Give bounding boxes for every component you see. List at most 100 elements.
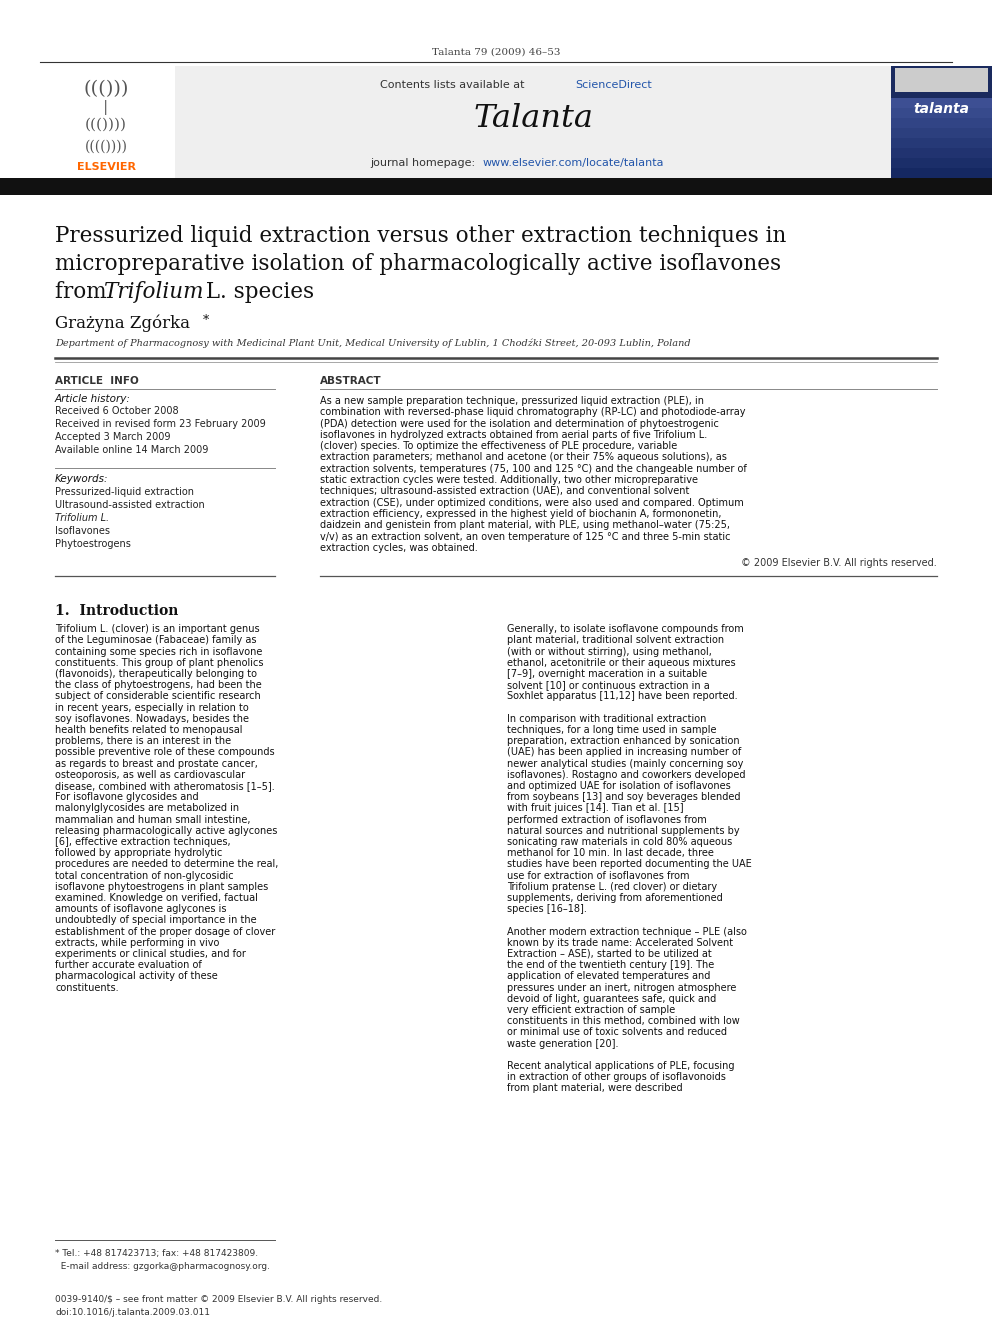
Text: Trifolium L. (clover) is an important genus: Trifolium L. (clover) is an important ge… [55,624,260,634]
Text: possible preventive role of these compounds: possible preventive role of these compou… [55,747,275,757]
Text: (clover) species. To optimize the effectiveness of PLE procedure, variable: (clover) species. To optimize the effect… [320,441,678,451]
Text: ELSEVIER: ELSEVIER [76,161,136,172]
Text: E-mail address: gzgorka@pharmacognosy.org.: E-mail address: gzgorka@pharmacognosy.or… [55,1262,270,1271]
Text: Keywords:: Keywords: [55,474,108,484]
Bar [0,179,992,194]
Text: studies have been reported documenting the UAE: studies have been reported documenting t… [507,860,752,869]
Text: or minimal use of toxic solvents and reduced: or minimal use of toxic solvents and red… [507,1028,727,1037]
Text: static extraction cycles were tested. Additionally, two other micropreparative: static extraction cycles were tested. Ad… [320,475,698,486]
Text: application of elevated temperatures and: application of elevated temperatures and [507,971,710,982]
Text: constituents.: constituents. [55,983,119,992]
Text: extraction solvents, temperatures (75, 100 and 125 °C) and the changeable number: extraction solvents, temperatures (75, 1… [320,464,747,474]
Text: Article history:: Article history: [55,394,131,404]
Text: 1.  Introduction: 1. Introduction [55,605,179,618]
Bar [40,66,173,179]
Text: pressures under an inert, nitrogen atmosphere: pressures under an inert, nitrogen atmos… [507,983,736,992]
Text: (with or without stirring), using methanol,: (with or without stirring), using methan… [507,647,712,656]
Text: pharmacological activity of these: pharmacological activity of these [55,971,218,982]
Bar [891,157,992,168]
Text: extraction efficiency, expressed in the highest yield of biochanin A, formononet: extraction efficiency, expressed in the … [320,509,721,519]
Text: Contents lists available at: Contents lists available at [380,79,528,90]
Text: experiments or clinical studies, and for: experiments or clinical studies, and for [55,949,246,959]
Text: Soxhlet apparatus [11,12] have been reported.: Soxhlet apparatus [11,12] have been repo… [507,692,738,701]
Text: v/v) as an extraction solvent, an oven temperature of 125 °C and three 5-min sta: v/v) as an extraction solvent, an oven t… [320,532,730,541]
Text: extraction (CSE), under optimized conditions, were also used and compared. Optim: extraction (CSE), under optimized condit… [320,497,744,508]
Text: newer analytical studies (mainly concerning soy: newer analytical studies (mainly concern… [507,758,743,769]
Text: Trifolium L.: Trifolium L. [55,513,109,523]
Text: combination with reversed-phase liquid chromatography (RP-LC) and photodiode-arr: combination with reversed-phase liquid c… [320,407,746,417]
Text: disease, combined with atheromatosis [1–5].: disease, combined with atheromatosis [1–… [55,781,275,791]
Text: total concentration of non-glycosidic: total concentration of non-glycosidic [55,871,234,881]
Text: isoflavone phytoestrogens in plant samples: isoflavone phytoestrogens in plant sampl… [55,882,268,892]
Text: (UAE) has been applied in increasing number of: (UAE) has been applied in increasing num… [507,747,741,757]
Text: Available online 14 March 2009: Available online 14 March 2009 [55,445,208,455]
Text: extracts, while performing in vivo: extracts, while performing in vivo [55,938,219,947]
Text: subject of considerable scientific research: subject of considerable scientific resea… [55,692,261,701]
Text: supplements, deriving from aforementioned: supplements, deriving from aforementione… [507,893,723,904]
Text: Generally, to isolate isoflavone compounds from: Generally, to isolate isoflavone compoun… [507,624,744,634]
Text: and optimized UAE for isolation of isoflavones: and optimized UAE for isolation of isofl… [507,781,731,791]
Text: from plant material, were described: from plant material, were described [507,1084,682,1093]
Text: species [16–18].: species [16–18]. [507,904,587,914]
Text: Another modern extraction technique – PLE (also: Another modern extraction technique – PL… [507,926,747,937]
Text: In comparison with traditional extraction: In comparison with traditional extractio… [507,714,706,724]
Text: in recent years, especially in relation to: in recent years, especially in relation … [55,703,249,713]
Bar [891,138,992,148]
Bar [891,108,992,118]
Text: extraction parameters; methanol and acetone (or their 75% aqueous solutions), as: extraction parameters; methanol and acet… [320,452,727,463]
Text: Received 6 October 2008: Received 6 October 2008 [55,406,179,415]
Text: problems, there is an interest in the: problems, there is an interest in the [55,736,231,746]
Text: preparation, extraction enhanced by sonication: preparation, extraction enhanced by soni… [507,736,740,746]
Text: Accepted 3 March 2009: Accepted 3 March 2009 [55,433,171,442]
Text: Trifolium: Trifolium [104,280,204,303]
Text: in extraction of other groups of isoflavonoids: in extraction of other groups of isoflav… [507,1072,726,1082]
Text: soy isoflavones. Nowadays, besides the: soy isoflavones. Nowadays, besides the [55,714,249,724]
Text: ARTICLE  INFO: ARTICLE INFO [55,376,139,386]
Text: constituents. This group of plant phenolics: constituents. This group of plant phenol… [55,658,264,668]
Bar [891,168,992,179]
Text: (PDA) detection were used for the isolation and determination of phytoestrogenic: (PDA) detection were used for the isolat… [320,418,719,429]
Text: further accurate evaluation of: further accurate evaluation of [55,960,201,970]
Text: establishment of the proper dosage of clover: establishment of the proper dosage of cl… [55,926,275,937]
Text: Pressurized-liquid extraction: Pressurized-liquid extraction [55,487,194,497]
Text: journal homepage:: journal homepage: [370,157,478,168]
Text: as regards to breast and prostate cancer,: as regards to breast and prostate cancer… [55,758,258,769]
Text: |: | [99,101,113,115]
Text: Grażyna Zgórka: Grażyna Zgórka [55,314,190,332]
Text: malonylglycosides are metabolized in: malonylglycosides are metabolized in [55,803,239,814]
Text: Pressurized liquid extraction versus other extraction techniques in: Pressurized liquid extraction versus oth… [55,225,787,247]
Text: (flavonoids), therapeutically belonging to: (flavonoids), therapeutically belonging … [55,669,257,679]
Bar [891,66,992,179]
Bar [175,66,891,179]
Bar [891,98,992,108]
Text: osteoporosis, as well as cardiovascular: osteoporosis, as well as cardiovascular [55,770,245,779]
Text: natural sources and nutritional supplements by: natural sources and nutritional suppleme… [507,826,740,836]
Text: Talanta: Talanta [473,103,593,134]
Text: Phytoestrogens: Phytoestrogens [55,538,131,549]
Text: known by its trade name: Accelerated Solvent: known by its trade name: Accelerated Sol… [507,938,733,947]
Text: performed extraction of isoflavones from: performed extraction of isoflavones from [507,815,706,824]
Text: very efficient extraction of sample: very efficient extraction of sample [507,1005,676,1015]
Text: constituents in this method, combined with low: constituents in this method, combined wi… [507,1016,740,1027]
Text: with fruit juices [14]. Tian et al. [15]: with fruit juices [14]. Tian et al. [15] [507,803,683,814]
Text: techniques, for a long time used in sample: techniques, for a long time used in samp… [507,725,716,736]
Text: releasing pharmacologically active aglycones: releasing pharmacologically active aglyc… [55,826,278,836]
Text: followed by appropriate hydrolytic: followed by appropriate hydrolytic [55,848,222,859]
Text: Talanta 79 (2009) 46–53: Talanta 79 (2009) 46–53 [432,48,560,57]
Text: sonicating raw materials in cold 80% aqueous: sonicating raw materials in cold 80% aqu… [507,837,732,847]
Text: 0039-9140/$ – see front matter © 2009 Elsevier B.V. All rights reserved.: 0039-9140/$ – see front matter © 2009 El… [55,1295,382,1304]
Text: solvent [10] or continuous extraction in a: solvent [10] or continuous extraction in… [507,680,709,691]
Text: [7–9], overnight maceration in a suitable: [7–9], overnight maceration in a suitabl… [507,669,707,679]
Text: L. species: L. species [199,280,314,303]
Text: ABSTRACT: ABSTRACT [320,376,382,386]
Text: examined. Knowledge on verified, factual: examined. Knowledge on verified, factual [55,893,258,904]
Text: Extraction – ASE), started to be utilized at: Extraction – ASE), started to be utilize… [507,949,711,959]
Text: procedures are needed to determine the real,: procedures are needed to determine the r… [55,860,279,869]
Text: Department of Pharmacognosy with Medicinal Plant Unit, Medical University of Lub: Department of Pharmacognosy with Medicin… [55,337,690,348]
Text: techniques; ultrasound-assisted extraction (UAE), and conventional solvent: techniques; ultrasound-assisted extracti… [320,487,689,496]
Text: extraction cycles, was obtained.: extraction cycles, was obtained. [320,542,478,553]
Text: from soybeans [13] and soy beverages blended: from soybeans [13] and soy beverages ble… [507,792,740,802]
Text: talanta: talanta [913,102,969,116]
Text: devoid of light, guarantees safe, quick and: devoid of light, guarantees safe, quick … [507,994,716,1004]
Text: undoubtedly of special importance in the: undoubtedly of special importance in the [55,916,257,925]
